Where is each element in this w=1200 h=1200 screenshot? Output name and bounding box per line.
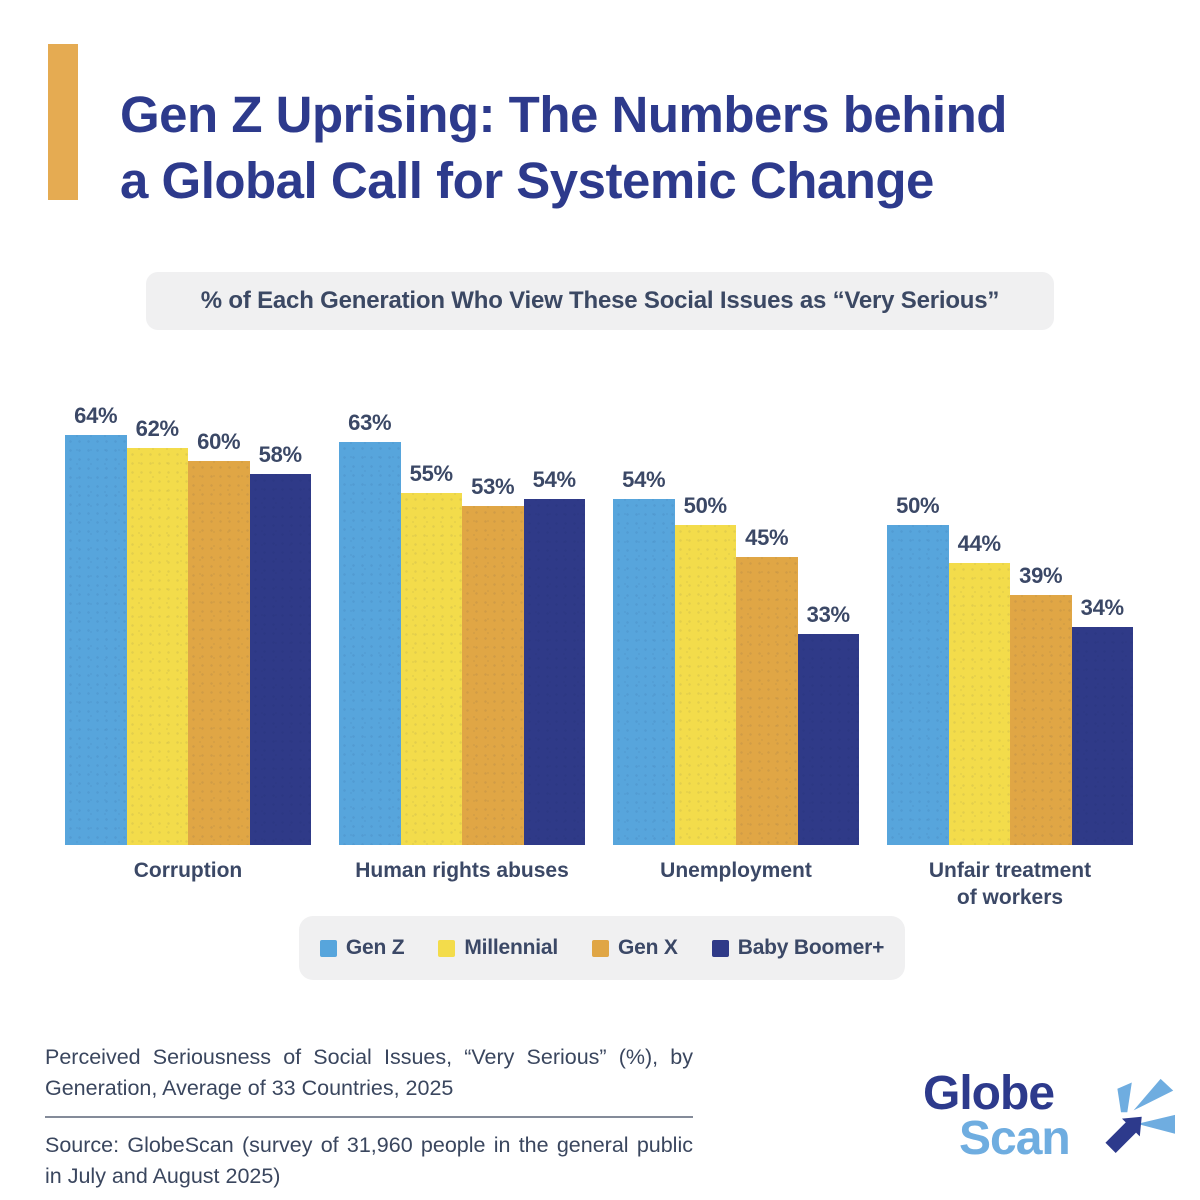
footnote-block: Perceived Seriousness of Social Issues, … [45,1042,693,1191]
value-label: 55% [409,461,453,486]
bar-with-label: 54% [523,467,585,845]
legend-item: Millennial [438,936,558,960]
bar-gen-z [613,499,675,845]
bar-gen-z [887,525,949,845]
value-label: 39% [1019,563,1063,589]
page-title-line-2: a Global Call for Systemic Change [120,152,934,210]
bars-row: 50% 44% 39% 34% [887,398,1133,845]
bar-with-label: 34% [1071,595,1133,845]
legend-label: Gen X [618,936,678,959]
category-label: Human rights abuses [355,859,569,882]
value-label: 53% [471,473,515,499]
value-label: 50% [683,493,727,518]
value-label: 60% [197,429,241,454]
chart-subtitle-pill: % of Each Generation Who View These Soci… [146,272,1054,330]
bar-gen-x [736,557,798,845]
bar-with-label: 54% [613,467,675,845]
value-label: 64% [74,403,118,429]
bar-group: 63% 55% 53% 54% Human rights abuses [339,398,585,884]
legend-label: Gen Z [345,936,405,959]
bars-row: 63% 55% 53% 54% [339,398,585,845]
chart-legend: Gen Z Millennial Gen X Baby Boomer+ [299,916,905,980]
bar-baby-boomer- [249,473,311,845]
value-label: 62% [135,416,179,442]
value-label: 50% [896,493,940,518]
globescan-logo-word-scan: Scan [959,1112,1071,1165]
page-title-line-1: Gen Z Uprising: The Numbers behind [120,86,1007,144]
footnote-divider [45,1116,693,1119]
bar-with-label: 45% [736,525,798,845]
starburst-wedge-diagonal [1133,1078,1174,1111]
value-label: 45% [745,525,789,550]
category-label: Unfair treatment of workers [928,859,1092,910]
globescan-starburst-arrow-icon [1105,1078,1175,1153]
bar-chart: 64% 62% 60% 58% Corruption 63% 55% 53% 54% Human … [65,398,1133,912]
legend-label: Millennial [464,936,559,959]
bar-with-label: 62% [126,416,188,845]
bar-gen-z [65,435,127,845]
category-label: Corruption [133,859,243,882]
chart-subtitle-text: % of Each Generation Who View These Soci… [200,287,1000,314]
value-label: 54% [622,467,666,493]
bar-group: 54% 50% 45% 33% Unemployment [613,398,859,884]
bars-row: 54% 50% 45% 33% [613,398,859,845]
legend-item: Baby Boomer+ [711,936,885,960]
legend-swatch [319,939,337,957]
bar-with-label: 60% [188,429,250,845]
footnote-source: Source: GlobeScan (survey of 31,960 peop… [45,1133,693,1188]
bar-with-label: 63% [339,410,401,845]
bar-group: 64% 62% 60% 58% Corruption [65,398,311,884]
value-label: 44% [957,531,1001,557]
footnote-description: Perceived Seriousness of Social Issues, … [45,1045,693,1100]
bar-gen-z [339,441,401,845]
legend-swatch [711,939,729,957]
globescan-logo: Globe Scan [905,1062,1180,1180]
starburst-wedge-top [1117,1082,1132,1113]
bar-with-label: 50% [674,493,736,845]
globescan-logo-word-globe: Globe [923,1067,1055,1120]
legend-swatch [592,939,610,957]
value-label: 58% [258,441,302,467]
bar-gen-x [1010,595,1072,845]
value-label: 63% [348,409,392,435]
bar-baby-boomer- [797,633,859,845]
bar-millennial [400,493,462,845]
bar-millennial [674,525,736,845]
category-label: Unemployment [660,859,812,882]
bar-with-label: 50% [887,493,949,845]
legend-item: Gen Z [319,936,405,960]
bar-gen-x [462,505,524,845]
starburst-wedge-right [1137,1114,1175,1134]
value-label: 34% [1080,595,1124,621]
arrow-northeast [1105,1116,1142,1153]
bar-with-label: 64% [65,403,127,845]
bar-with-label: 39% [1010,563,1072,845]
bar-with-label: 55% [400,461,462,845]
bar-gen-x [188,461,250,845]
title-accent-bar [48,44,78,200]
legend-item: Gen X [592,936,678,960]
bar-with-label: 58% [249,441,311,845]
bars-row: 64% 62% 60% 58% [65,398,311,845]
bar-with-label: 44% [948,531,1010,845]
value-label: 54% [532,467,576,493]
value-label: 33% [806,601,850,627]
page-title: Gen Z Uprising: The Numbers behind a Glob… [120,82,1170,215]
legend-swatch [438,939,456,957]
bar-with-label: 33% [797,601,859,845]
bar-millennial [948,563,1010,845]
legend-label: Baby Boomer+ [737,936,885,959]
bar-group: 50% 44% 39% 34% Unfair treatment of workers [887,398,1133,912]
bar-with-label: 53% [462,474,524,845]
bar-baby-boomer- [523,499,585,845]
bar-millennial [126,448,188,845]
bar-baby-boomer- [1071,627,1133,845]
